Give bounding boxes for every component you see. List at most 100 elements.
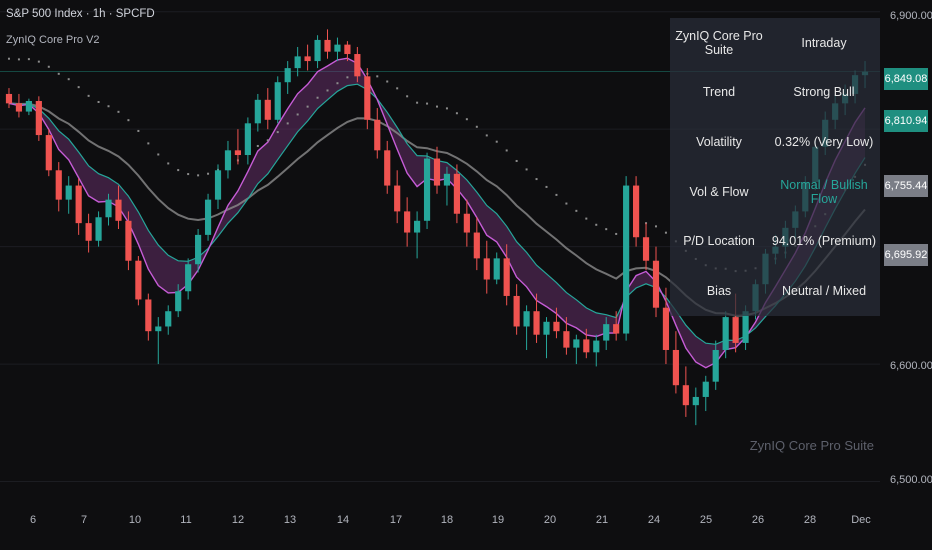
- date-tick: Dec: [851, 514, 871, 526]
- symbol-title[interactable]: S&P 500 Index · 1h · SPCFD: [6, 8, 155, 20]
- row-label: Bias: [706, 283, 732, 298]
- bear-candle: [583, 339, 590, 353]
- level-dot: [336, 82, 339, 85]
- bull-candle: [65, 185, 72, 200]
- level-dot: [77, 86, 80, 89]
- indicator-title[interactable]: ZynIQ Core Pro V2: [6, 34, 100, 46]
- bull-candle: [573, 339, 580, 348]
- bull-candle: [742, 311, 749, 343]
- info-table-header: ZynIQ Core Pro Suite Intraday: [670, 18, 880, 68]
- bull-candle: [414, 220, 421, 233]
- level-dot: [555, 193, 558, 196]
- date-tick: 11: [180, 514, 192, 526]
- bear-candle: [135, 260, 142, 300]
- level-dot: [445, 107, 448, 110]
- level-dot: [505, 149, 508, 152]
- bull-candle: [155, 326, 162, 332]
- bull-candle: [423, 158, 431, 221]
- table-row: Bias Neutral / Mixed: [670, 266, 880, 316]
- bear-candle: [364, 76, 371, 120]
- bear-candle: [15, 103, 23, 112]
- bull-candle: [334, 44, 341, 52]
- level-dot: [575, 209, 578, 212]
- bull-candle: [623, 185, 630, 334]
- level-dot: [316, 96, 319, 99]
- bull-candle: [593, 340, 600, 353]
- bull-candle: [523, 311, 530, 327]
- row-label: Vol & Flow: [689, 184, 749, 199]
- bull-candle: [185, 264, 192, 292]
- level-dot: [436, 105, 438, 108]
- bull-candle: [175, 291, 182, 312]
- watermark: ZynIQ Core Pro Suite: [749, 438, 874, 453]
- bull-candle: [165, 311, 172, 327]
- date-tick: 7: [80, 514, 88, 526]
- level-dot: [256, 144, 259, 147]
- date-tick: 6: [29, 514, 37, 526]
- table-row: P/D Location 94.01% (Premium): [670, 216, 880, 266]
- row-value: 0.32% (Very Low): [774, 134, 874, 149]
- level-dot: [664, 231, 667, 234]
- level-dot: [545, 185, 548, 188]
- level-dot: [615, 232, 618, 235]
- bear-candle: [533, 311, 540, 335]
- bull-candle: [214, 170, 222, 200]
- table-row: Vol & Flow Normal / Bullish Flow: [670, 167, 880, 217]
- date-tick: 21: [595, 514, 609, 526]
- date-tick: 10: [128, 514, 142, 526]
- level-dot: [27, 58, 30, 61]
- bear-candle: [324, 39, 331, 52]
- info-table: ZynIQ Core Pro Suite Intraday Trend Stro…: [670, 18, 880, 316]
- bull-candle: [105, 199, 112, 218]
- bull-candle: [702, 381, 709, 397]
- bear-candle: [125, 220, 132, 261]
- level-dot: [306, 105, 309, 108]
- level-dot: [326, 89, 329, 92]
- bull-candle: [294, 56, 301, 69]
- bear-candle: [45, 135, 52, 171]
- bull-candle: [543, 321, 550, 335]
- bear-candle: [563, 331, 570, 348]
- level-dot: [167, 162, 170, 165]
- level-dot: [376, 75, 379, 78]
- level-dot: [97, 100, 100, 103]
- price-label-slow: 6,755.44: [884, 175, 928, 197]
- date-tick: 19: [491, 514, 505, 526]
- row-value: 94.01% (Premium): [771, 234, 877, 249]
- bull-candle: [95, 217, 102, 241]
- price-label-high: 6,849.08: [884, 68, 928, 90]
- date-tick: 26: [751, 514, 765, 526]
- row-label: Volatility: [696, 134, 742, 149]
- bull-candle: [224, 150, 232, 171]
- date-tick: 24: [647, 514, 661, 526]
- bull-candle: [314, 39, 321, 62]
- bear-candle: [682, 385, 689, 406]
- bull-candle: [443, 173, 451, 186]
- level-dot: [117, 110, 120, 113]
- level-dot: [197, 174, 200, 177]
- level-dot: [654, 225, 657, 228]
- level-dot: [187, 173, 190, 176]
- date-tick: 20: [543, 514, 557, 526]
- bear-candle: [374, 119, 381, 151]
- level-dot: [535, 178, 538, 181]
- level-dot: [57, 72, 60, 75]
- level-dot: [455, 112, 458, 115]
- bear-candle: [473, 232, 480, 259]
- table-row: Trend Strong Bull: [670, 68, 880, 118]
- level-dot: [7, 57, 10, 60]
- level-dot: [47, 65, 50, 68]
- level-dot: [266, 139, 269, 142]
- bull-candle: [254, 99, 261, 124]
- price-tick: 6,900.00: [890, 10, 932, 22]
- price-tick: 6,500.00: [890, 474, 932, 486]
- bull-candle: [204, 199, 212, 235]
- level-dot: [67, 78, 70, 81]
- price-tick: 6,600.00: [890, 360, 932, 372]
- level-dot: [37, 60, 40, 63]
- price-label-fast: 6,810.94: [884, 110, 928, 132]
- bull-candle: [712, 349, 719, 382]
- bear-candle: [5, 93, 13, 104]
- bear-candle: [35, 101, 42, 136]
- bear-candle: [652, 260, 660, 308]
